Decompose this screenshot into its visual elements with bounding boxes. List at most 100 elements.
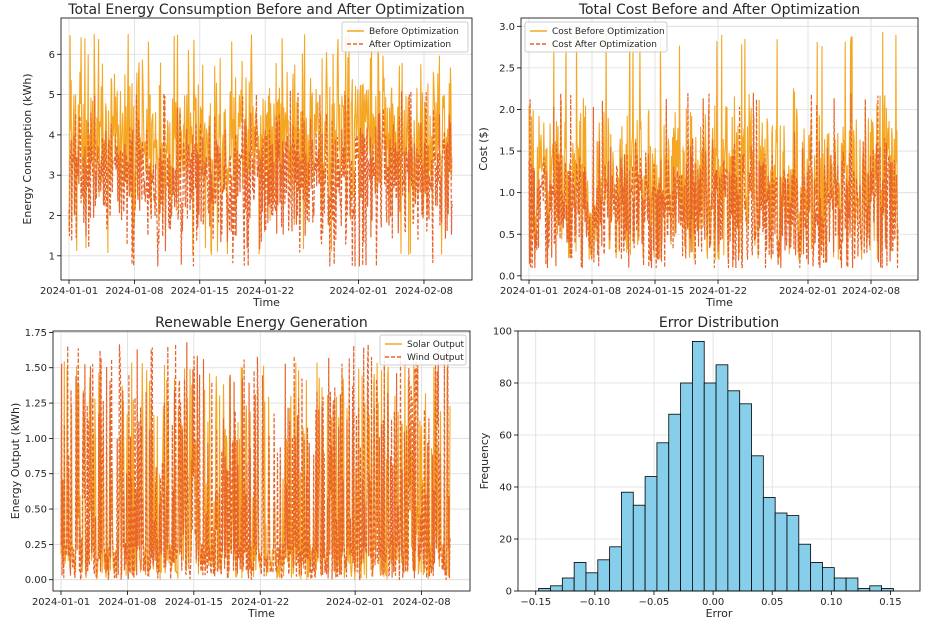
histogram-bar bbox=[656, 442, 670, 592]
series-line-2 bbox=[68, 90, 453, 267]
histogram-bar bbox=[597, 559, 611, 592]
x-tick-label: 2024-02-08 bbox=[842, 286, 900, 297]
histogram-bar bbox=[573, 562, 587, 592]
legend-entry: Solar Output bbox=[407, 340, 465, 350]
legend: Before Optimization After Optimization bbox=[341, 21, 469, 53]
x-axis-label: Error bbox=[706, 607, 733, 620]
x-axis-label: Time bbox=[252, 296, 280, 309]
y-tick-label: 0.50 bbox=[25, 505, 47, 516]
y-tick-label: 1.25 bbox=[25, 399, 47, 410]
x-tick-label: −0.05 bbox=[639, 597, 670, 608]
histogram-bar bbox=[774, 512, 788, 592]
y-tick-label: 4 bbox=[49, 130, 55, 141]
x-tick-label: 2024-01-01 bbox=[500, 286, 558, 297]
histogram-bar bbox=[786, 515, 800, 592]
y-tick-label: 3 bbox=[49, 171, 55, 182]
panel-4: 0 20 40 60 80 100 −0.15 −0.10 −0.05 0.00 0.05 0.10 0… bbox=[478, 315, 921, 620]
x-tick-label: 2024-01-15 bbox=[165, 597, 223, 608]
y-axis-label: Cost ($) bbox=[477, 127, 490, 171]
y-axis-label: Energy Output (kWh) bbox=[9, 403, 22, 520]
axes-frame bbox=[60, 17, 473, 281]
y-tick-label: 6 bbox=[49, 50, 55, 61]
histogram-bar bbox=[585, 572, 599, 592]
y-tick-label: 3.0 bbox=[499, 22, 515, 33]
legend-entry: After Optimization bbox=[369, 40, 451, 50]
x-tick-label: 2024-01-08 bbox=[563, 286, 621, 297]
x-axis-label: Time bbox=[247, 607, 275, 620]
histogram-bar bbox=[632, 504, 646, 592]
histogram-bar bbox=[822, 567, 835, 592]
x-tick-label: 2024-01-08 bbox=[105, 286, 163, 297]
y-tick-label: 0.5 bbox=[499, 230, 515, 241]
x-tick-label: 2024-02-08 bbox=[395, 286, 453, 297]
x-tick-label: 2024-01-22 bbox=[236, 286, 294, 297]
chart-title: Renewable Energy Generation bbox=[155, 315, 368, 331]
y-tick-label: 1.5 bbox=[499, 147, 515, 158]
histogram-bar bbox=[798, 543, 812, 592]
y-tick-label: 1 bbox=[49, 251, 55, 262]
chart-title: Error Distribution bbox=[659, 315, 779, 331]
histogram-bar bbox=[680, 382, 693, 592]
y-tick-label: 0.00 bbox=[25, 575, 47, 586]
histogram-bar bbox=[668, 413, 681, 592]
series-line-2 bbox=[528, 92, 899, 269]
y-tick-label: 40 bbox=[499, 483, 512, 494]
histogram-bar bbox=[691, 340, 705, 592]
x-tick-label: 2024-01-15 bbox=[626, 286, 684, 297]
x-tick-label: −0.10 bbox=[580, 597, 611, 608]
series-line-2 bbox=[60, 342, 451, 581]
x-tick-label: −0.15 bbox=[520, 597, 551, 608]
x-tick-label: 0.15 bbox=[879, 597, 901, 608]
y-tick-label: 100 bbox=[493, 327, 512, 338]
x-tick-label: 2024-02-01 bbox=[326, 597, 384, 608]
series-line-1 bbox=[68, 33, 453, 256]
panel-1: 1 2 3 4 5 6 2024-01-01 2024-01-08 2024-01-15 2024… bbox=[21, 2, 473, 309]
y-tick-label: 1.75 bbox=[25, 328, 47, 339]
y-tick-label: 1.00 bbox=[25, 434, 47, 445]
panel-2: 0.0 0.5 1.0 1.5 2.0 2.5 3.0 2024-01-01 2024-01-0… bbox=[477, 2, 919, 309]
histogram-bar bbox=[739, 403, 752, 592]
x-tick-label: 0.00 bbox=[702, 597, 724, 608]
y-tick-label: 20 bbox=[499, 535, 512, 546]
histogram-bar bbox=[550, 585, 563, 592]
y-tick-label: 1.0 bbox=[499, 188, 515, 199]
y-tick-label: 1.50 bbox=[25, 363, 47, 374]
legend-box bbox=[379, 334, 467, 366]
y-tick-label: 5 bbox=[49, 90, 55, 101]
x-tick-label: 2024-01-22 bbox=[231, 597, 289, 608]
legend-entry: Wind Output bbox=[407, 353, 464, 363]
legend: Cost Before Optimization Cost After Optim… bbox=[524, 21, 668, 53]
histogram-bar bbox=[703, 382, 717, 592]
histogram-bar bbox=[561, 577, 575, 592]
y-tick-label: 0.0 bbox=[499, 271, 515, 282]
x-tick-label: 2024-02-01 bbox=[330, 286, 388, 297]
legend-box bbox=[341, 21, 469, 53]
y-tick-label: 60 bbox=[499, 431, 512, 442]
axes-frame bbox=[520, 17, 919, 281]
axes-frame bbox=[517, 330, 921, 592]
chart-title: Total Energy Consumption Before and Afte… bbox=[67, 2, 464, 18]
y-tick-label: 2 bbox=[49, 211, 55, 222]
legend-entry: Cost After Optimization bbox=[552, 40, 657, 50]
x-tick-label: 2024-02-08 bbox=[392, 597, 450, 608]
histogram-bar bbox=[845, 577, 859, 592]
x-tick-label: 2024-01-22 bbox=[689, 286, 747, 297]
histogram-bar bbox=[751, 455, 764, 592]
y-tick-label: 2.5 bbox=[499, 63, 515, 74]
y-tick-label: 0 bbox=[506, 587, 512, 598]
histogram-bar bbox=[833, 577, 847, 592]
y-tick-label: 80 bbox=[499, 379, 512, 390]
panel-3: 0.00 0.25 0.50 0.75 1.00 1.25 1.50 1.75 2024-01-… bbox=[9, 315, 471, 620]
axes-frame bbox=[52, 330, 471, 592]
x-tick-label: 2024-01-08 bbox=[98, 597, 156, 608]
x-tick-label: 2024-02-01 bbox=[779, 286, 837, 297]
y-tick-label: 0.75 bbox=[25, 469, 47, 480]
y-axis-label: Energy Consumption (kWh) bbox=[21, 73, 34, 224]
x-tick-label: 0.05 bbox=[761, 597, 783, 608]
x-tick-label: 2024-01-01 bbox=[40, 286, 98, 297]
y-axis-label: Frequency bbox=[478, 432, 491, 489]
x-tick-label: 0.10 bbox=[820, 597, 842, 608]
histogram-bar bbox=[715, 364, 729, 592]
y-tick-label: 2.0 bbox=[499, 105, 515, 116]
